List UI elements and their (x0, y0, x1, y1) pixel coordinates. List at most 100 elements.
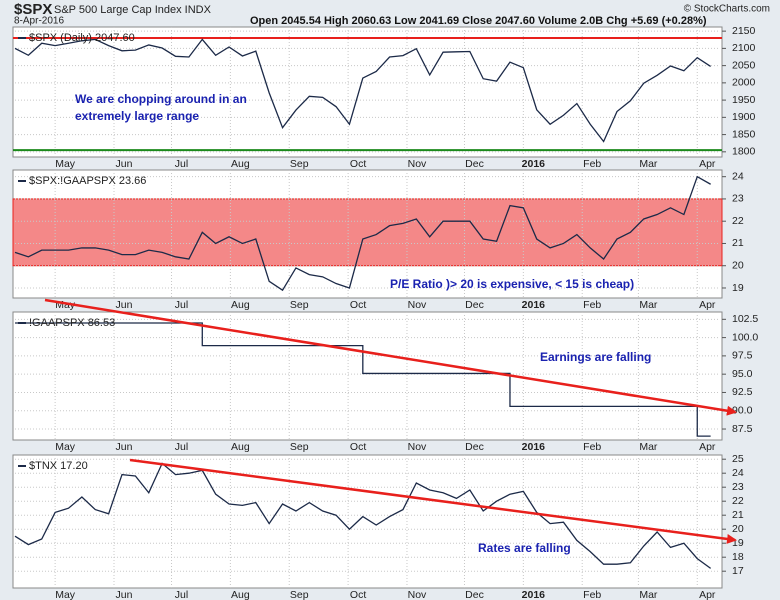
x-tick-label: Aug (231, 158, 250, 170)
y-tick-label: 23 (732, 193, 744, 205)
x-tick-label: Mar (639, 158, 658, 170)
legend-label: $SPX:!GAAPSPX 23.66 (29, 175, 146, 187)
band (12, 198, 723, 267)
x-tick-label: Jun (116, 158, 133, 170)
x-tick-label: Oct (350, 589, 366, 600)
x-tick-label: Aug (231, 441, 250, 453)
x-tick-label: Sep (290, 158, 309, 170)
x-tick-label: Jul (175, 441, 188, 453)
annotation: We are chopping around in an (75, 92, 247, 106)
annotation: Rates are falling (478, 541, 571, 555)
x-tick-label: Jun (116, 589, 133, 600)
y-tick-label: 17 (732, 565, 744, 577)
x-tick-label: Sep (290, 299, 309, 311)
x-tick-label: Dec (465, 299, 484, 311)
x-tick-label: 2016 (522, 589, 546, 600)
y-tick-label: 2050 (732, 59, 756, 71)
quote: Open 2045.54 High 2060.63 Low 2041.69 Cl… (250, 15, 707, 27)
x-tick-label: Jun (116, 299, 133, 311)
x-tick-label: Nov (408, 441, 427, 453)
x-tick-label: Jul (175, 158, 188, 170)
x-tick-label: Jul (175, 589, 188, 600)
x-tick-label: Dec (465, 441, 484, 453)
x-tick-label: Aug (231, 299, 250, 311)
x-tick-label: Apr (699, 441, 716, 453)
watermark: © StockCharts.com (684, 4, 770, 15)
x-tick-label: 2016 (522, 441, 546, 453)
y-tick-label: 90.0 (732, 405, 753, 417)
annotation: extremely large range (75, 109, 199, 123)
x-tick-label: Sep (290, 589, 309, 600)
x-tick-label: Oct (350, 158, 366, 170)
y-tick-label: 1900 (732, 111, 756, 123)
legend-label: $SPX (Daily) 2047.60 (29, 32, 135, 44)
rates-trend-arrow (129, 458, 737, 544)
x-tick-label: May (55, 158, 76, 170)
y-tick-label: 25 (732, 453, 744, 465)
symbol: $SPX (14, 1, 52, 18)
x-tick-label: Dec (465, 158, 484, 170)
y-tick-label: 20 (732, 523, 744, 535)
x-tick-label: Apr (699, 158, 716, 170)
series-line (14, 38, 711, 143)
x-tick-label: Dec (465, 589, 484, 600)
legend-label: $TNX 17.20 (29, 460, 88, 472)
earnings-trend-arrow (44, 298, 737, 416)
x-tick-label: Mar (639, 589, 658, 600)
x-tick-label: May (55, 441, 76, 453)
y-tick-label: 1800 (732, 146, 756, 158)
y-tick-label: 97.5 (732, 350, 753, 362)
x-tick-label: May (55, 589, 76, 600)
y-tick-label: 24 (732, 467, 744, 479)
panel-background (12, 454, 723, 589)
y-tick-label: 19 (732, 282, 744, 294)
x-tick-label: Oct (350, 441, 366, 453)
annotation: Earnings are falling (540, 350, 651, 364)
x-tick-label: Nov (408, 589, 427, 600)
y-tick-label: 21 (732, 237, 744, 249)
y-tick-label: 2100 (732, 42, 756, 54)
y-tick-label: 20 (732, 260, 744, 272)
y-tick-label: 18 (732, 551, 744, 563)
y-tick-label: 1850 (732, 128, 756, 140)
x-tick-label: 2016 (522, 158, 546, 170)
y-tick-label: 23 (732, 481, 744, 493)
x-tick-label: Aug (231, 589, 250, 600)
y-tick-label: 92.5 (732, 386, 753, 398)
x-tick-label: Mar (639, 299, 658, 311)
y-tick-label: 102.5 (732, 313, 758, 325)
date: 8-Apr-2016 (14, 16, 64, 27)
y-tick-label: 2000 (732, 77, 756, 89)
x-tick-label: Nov (408, 158, 427, 170)
y-tick-label: 22 (732, 215, 744, 227)
x-tick-label: Jul (175, 299, 188, 311)
x-tick-label: Feb (583, 299, 601, 311)
x-tick-label: Feb (583, 589, 601, 600)
series-line (15, 322, 711, 437)
y-tick-label: 87.5 (732, 423, 753, 435)
legend-label: !GAAPSPX 86.53 (29, 317, 115, 329)
y-tick-label: 24 (732, 170, 744, 182)
x-tick-label: Nov (408, 299, 427, 311)
x-tick-label: 2016 (522, 299, 546, 311)
annotation: P/E Ratio )> 20 is expensive, < 15 is ch… (390, 277, 634, 291)
panel-background (12, 311, 723, 441)
y-tick-label: 21 (732, 509, 744, 521)
series-line (14, 175, 711, 292)
x-tick-label: Feb (583, 441, 601, 453)
series-line (14, 462, 712, 569)
x-tick-label: Feb (583, 158, 601, 170)
y-tick-label: 19 (732, 537, 744, 549)
x-tick-label: Mar (639, 441, 658, 453)
y-tick-label: 1950 (732, 94, 756, 106)
index-name: S&P 500 Large Cap Index INDX (54, 4, 212, 16)
y-tick-label: 2150 (732, 25, 756, 37)
x-tick-label: Jun (116, 441, 133, 453)
x-tick-label: Apr (699, 299, 716, 311)
x-tick-label: Sep (290, 441, 309, 453)
y-tick-label: 95.0 (732, 368, 753, 380)
y-tick-label: 22 (732, 495, 744, 507)
y-tick-label: 100.0 (732, 331, 758, 343)
